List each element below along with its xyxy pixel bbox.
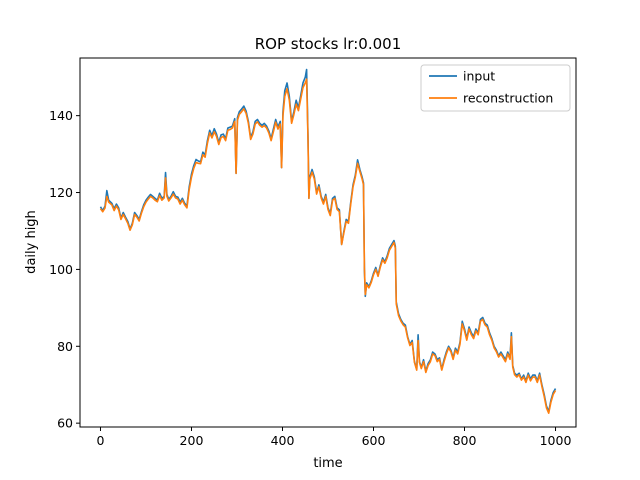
legend-box [420,64,571,112]
plot-area [79,57,577,428]
legend-label-input: input [463,69,495,84]
x-tick-label: 600 [362,433,386,448]
y-tick-label: 140 [49,108,73,123]
y-tick-label: 100 [49,262,73,277]
axes-background [80,58,576,427]
series-layer [99,68,557,414]
y-tick-label: 60 [57,416,73,431]
x-tick-label: 0 [97,433,105,448]
chart-title: ROP stocks lr:0.001 [255,35,402,53]
y-axis-label: daily high [24,210,39,274]
y-axis: 60 80 100 120 140 [49,108,80,431]
x-tick-label: 800 [453,433,477,448]
legend-label-reconstruction: reconstruction [463,91,553,106]
x-axis-label: time [313,456,342,471]
series-line-reconstruction [99,78,557,414]
y-tick-label: 120 [49,185,73,200]
legend: input reconstruction [420,64,571,112]
x-tick-label: 400 [271,433,295,448]
x-tick-label: 200 [180,433,204,448]
axes-frame [79,57,577,428]
y-tick-label: 80 [57,339,73,354]
x-tick-label: 1000 [540,433,572,448]
x-axis: 0 200 400 600 800 1000 [97,427,572,448]
